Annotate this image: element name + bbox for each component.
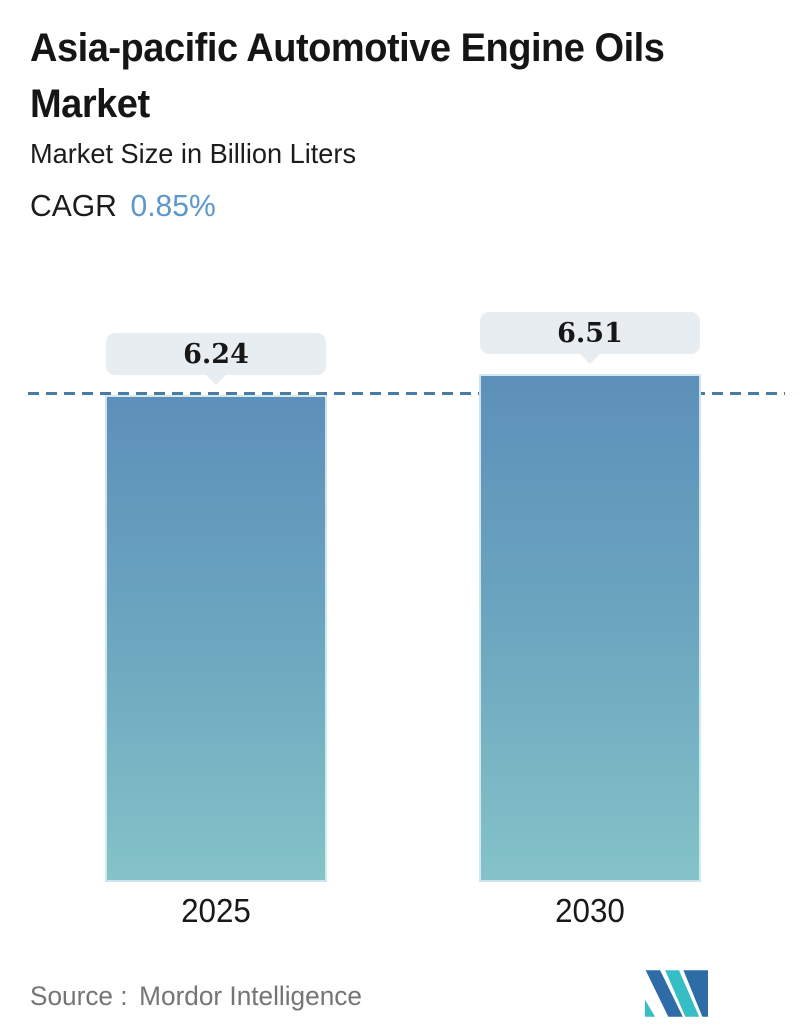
title-line-2: Market xyxy=(30,82,150,126)
axis-label-2025: 2025 xyxy=(181,892,251,929)
value-tooltip-2030: 6.51 xyxy=(480,312,700,354)
chart-subtitle: Market Size in Billion Liters xyxy=(30,138,357,169)
source-row: Source : Mordor Intelligence xyxy=(30,981,362,1012)
axis-label-2030: 2030 xyxy=(555,892,625,929)
source-label: Source : xyxy=(30,981,128,1011)
cagr-value: 0.85% xyxy=(130,188,216,223)
mordor-intelligence-logo xyxy=(645,970,708,1017)
cagr-row: CAGR 0.85% xyxy=(30,188,216,224)
title-line-1: Asia-pacific Automotive Engine Oils xyxy=(30,26,665,70)
cagr-label: CAGR xyxy=(30,188,117,223)
value-label-2030: 6.51 xyxy=(557,317,623,349)
source-value: Mordor Intelligence xyxy=(139,981,362,1011)
reference-dashed-line xyxy=(28,392,785,395)
bar-2030 xyxy=(479,374,701,882)
page-title: Asia-pacific Automotive Engine Oils Mark… xyxy=(30,20,665,132)
value-label-2025: 6.24 xyxy=(183,338,249,370)
bar-2025 xyxy=(105,395,327,882)
value-tooltip-2025: 6.24 xyxy=(106,333,326,375)
